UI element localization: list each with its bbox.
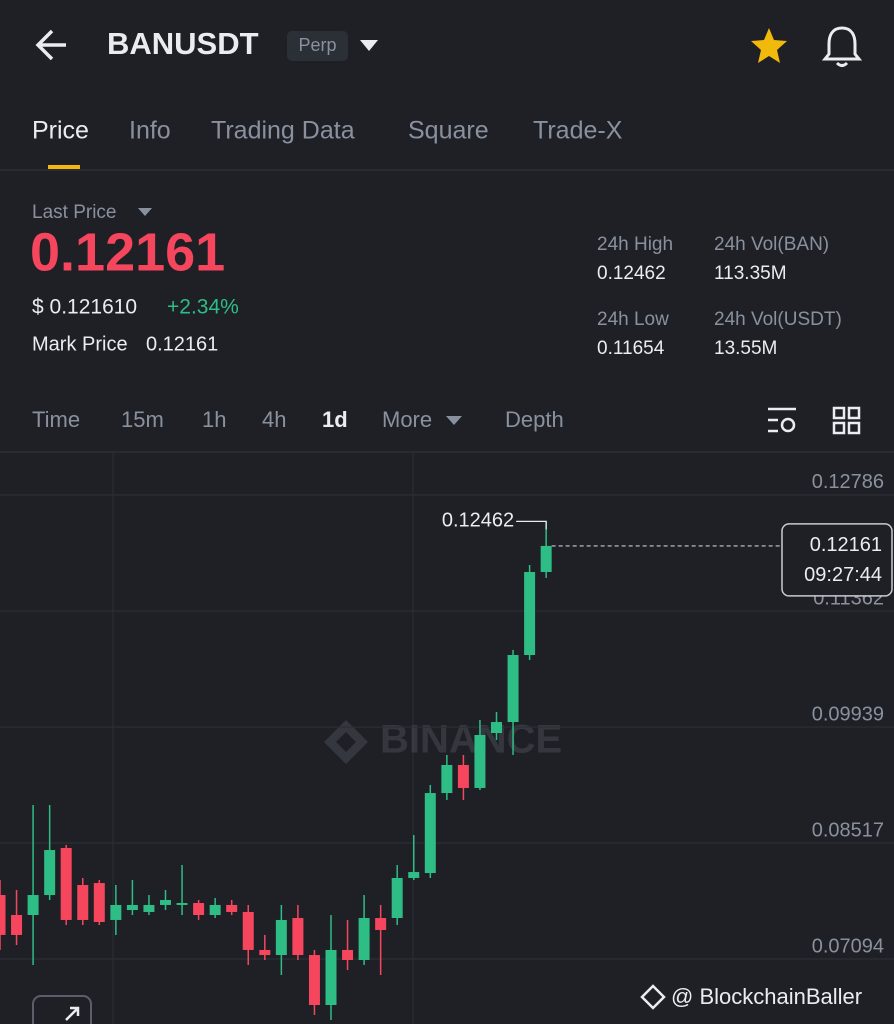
price-tag [781,523,893,597]
credit: @ BlockchainBaller [671,984,862,1009]
candle-body [60,847,72,920]
credit-logo [640,984,666,1010]
last-price-label: Last Price [32,202,116,223]
candle-body [342,949,354,961]
watermark: BINANCE [380,718,562,762]
candle-body [358,918,370,961]
candle-body [160,899,171,905]
candle-body [292,918,304,956]
candle-body [424,793,436,874]
price-tag-value: 0.12161 [810,534,882,556]
candle-body [176,903,188,905]
candle-body [0,895,6,935]
high-marker-line [516,520,547,530]
candle-body [408,872,420,878]
interval[interactable]: 4h [262,407,286,432]
candle-body [44,850,56,896]
back-button[interactable] [35,29,66,61]
mark-price: 0.12161 [146,333,218,355]
candle-body [209,904,221,915]
candle-body [126,904,138,911]
stat-value: 0.12462 [597,263,666,284]
change: +2.34% [167,296,239,319]
interval[interactable]: 15m [121,407,164,432]
candle-body [110,904,122,920]
candle-body [507,655,519,723]
candle-body [143,904,155,912]
favorite-star[interactable] [751,28,787,63]
candle-body [259,949,271,956]
tab-indicator [48,165,80,169]
countdown: 09:27:44 [804,564,882,586]
candle-body [325,949,337,1006]
stat-value: 13.55M [714,338,777,359]
candle-body [457,764,469,788]
bell[interactable] [821,26,863,67]
high-marker: 0.12462 [442,510,514,532]
y-tick-label: 0.12786 [812,471,884,493]
usd-price: $ 0.121610 [32,296,137,319]
interval[interactable]: 1d [322,407,348,432]
y-tick-label: 0.09939 [812,703,884,725]
mark-price-label: Mark Price [32,333,128,355]
candle-body [193,903,205,915]
candle-body [226,904,238,912]
y-tick-label: 0.08517 [812,819,884,841]
expand-button[interactable] [32,995,92,1024]
interval[interactable]: Time [32,407,80,432]
candle-body [242,911,254,950]
candle-body [540,545,552,573]
stat-label: 24h Low [597,309,669,330]
tab[interactable]: Square [408,117,489,145]
stat-label: 24h Vol(BAN) [714,234,829,255]
candle-body [524,572,536,656]
stat-value: 113.35M [714,263,787,284]
candle-body [441,764,453,794]
tab[interactable]: Info [129,117,171,145]
candle-body [77,884,89,920]
layout-icon[interactable] [832,406,861,435]
candle-body [375,918,387,930]
expand-icon [65,1006,80,1021]
candle-body [275,919,287,956]
interval[interactable]: Depth [505,407,564,432]
settings-icon[interactable] [768,407,796,433]
candle-body [308,955,320,1006]
stat-label: 24h Vol(USDT) [714,309,842,330]
candle-body [93,883,105,923]
dropdown[interactable] [138,208,152,216]
badge: Perp [298,35,336,55]
y-tick-label: 0.07094 [812,935,884,957]
symbol: BANUSDT [107,26,259,61]
badge-bg [287,31,348,61]
interval[interactable]: 1h [202,407,226,432]
tab[interactable]: Price [32,117,89,145]
interval[interactable]: More [382,407,432,432]
candle-body [27,895,39,915]
candle-body [11,914,23,935]
symbol-dropdown[interactable] [360,40,378,51]
dropdown[interactable] [446,416,462,425]
last-price: 0.12161 [30,222,225,282]
candle-body [391,877,403,919]
tab[interactable]: Trading Data [211,117,355,145]
stat-value: 0.11654 [597,338,665,359]
watermark-logo [324,720,368,764]
candle-body [491,722,502,734]
stat-label: 24h High [597,234,673,255]
candle-body [474,734,486,788]
tab[interactable]: Trade-X [533,117,623,145]
